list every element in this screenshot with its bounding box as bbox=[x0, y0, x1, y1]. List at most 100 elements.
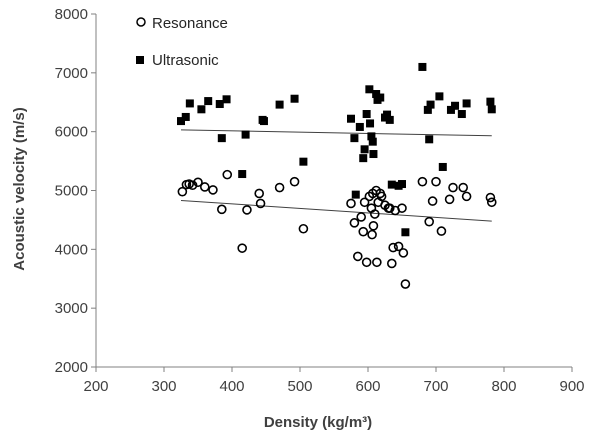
point-ultrasonic bbox=[385, 115, 394, 124]
point-ultrasonic bbox=[423, 105, 432, 114]
point-ultrasonic bbox=[238, 170, 247, 179]
point-ultrasonic bbox=[350, 134, 359, 143]
legend-label-ultrasonic: Ultrasonic bbox=[152, 52, 219, 69]
trendline-resonance bbox=[180, 200, 492, 222]
point-ultrasonic bbox=[486, 97, 495, 106]
point-resonance bbox=[358, 226, 369, 237]
point-ultrasonic bbox=[438, 162, 447, 171]
point-resonance bbox=[289, 176, 300, 187]
point-resonance bbox=[222, 169, 233, 180]
point-ultrasonic bbox=[185, 99, 194, 108]
x-axis-title: Density (kg/m³) bbox=[264, 414, 372, 431]
point-ultrasonic bbox=[367, 132, 376, 141]
point-ultrasonic bbox=[435, 92, 444, 101]
y-tick-label: 5000 bbox=[55, 183, 88, 200]
x-tick-label: 900 bbox=[559, 378, 584, 395]
point-resonance bbox=[431, 176, 441, 187]
x-tick-label: 700 bbox=[423, 378, 448, 395]
point-resonance bbox=[458, 182, 469, 193]
point-resonance bbox=[359, 197, 370, 208]
point-ultrasonic bbox=[365, 85, 374, 94]
point-ultrasonic bbox=[204, 97, 213, 106]
point-ultrasonic bbox=[181, 112, 190, 121]
x-tick-label: 400 bbox=[219, 378, 244, 395]
point-resonance bbox=[461, 191, 472, 202]
x-tick-label: 600 bbox=[355, 378, 380, 395]
x-tick-label: 200 bbox=[83, 378, 108, 395]
point-resonance bbox=[424, 216, 435, 227]
point-ultrasonic bbox=[369, 150, 378, 159]
point-resonance bbox=[367, 229, 377, 240]
point-resonance bbox=[177, 186, 188, 197]
point-resonance bbox=[376, 191, 387, 202]
point-ultrasonic bbox=[299, 157, 308, 166]
y-tick-label: 2000 bbox=[55, 359, 88, 376]
point-resonance bbox=[200, 182, 210, 192]
point-resonance bbox=[346, 198, 356, 209]
point-resonance bbox=[485, 192, 496, 203]
point-ultrasonic bbox=[347, 114, 355, 123]
point-resonance bbox=[208, 185, 218, 195]
point-resonance bbox=[242, 205, 252, 215]
point-ultrasonic bbox=[401, 228, 410, 237]
point-ultrasonic bbox=[451, 101, 460, 110]
point-resonance bbox=[361, 257, 372, 268]
point-ultrasonic bbox=[425, 135, 434, 144]
point-ultrasonic bbox=[368, 137, 377, 146]
plot-area bbox=[177, 62, 497, 289]
point-resonance bbox=[388, 242, 398, 253]
point-resonance bbox=[217, 204, 227, 215]
y-tick-label: 3000 bbox=[55, 300, 88, 317]
point-ultrasonic bbox=[487, 105, 496, 114]
point-ultrasonic bbox=[418, 62, 427, 71]
point-ultrasonic bbox=[215, 100, 224, 109]
point-ultrasonic bbox=[362, 110, 371, 119]
point-resonance bbox=[486, 197, 497, 208]
point-ultrasonic bbox=[426, 100, 435, 109]
y-tick-label: 7000 bbox=[55, 65, 88, 82]
point-resonance bbox=[448, 182, 458, 193]
legend: Resonance Ultrasonic bbox=[136, 15, 228, 69]
point-resonance bbox=[444, 194, 455, 205]
point-ultrasonic bbox=[366, 119, 375, 128]
x-tick-label: 500 bbox=[287, 378, 312, 395]
point-resonance bbox=[352, 251, 363, 262]
point-resonance bbox=[400, 279, 411, 289]
point-resonance bbox=[393, 241, 404, 252]
point-ultrasonic bbox=[259, 117, 268, 126]
point-resonance bbox=[368, 221, 379, 231]
point-ultrasonic bbox=[275, 100, 284, 109]
point-resonance bbox=[384, 203, 395, 213]
point-ultrasonic bbox=[360, 145, 369, 154]
point-ultrasonic bbox=[387, 180, 396, 189]
point-ultrasonic bbox=[290, 94, 299, 103]
point-resonance bbox=[298, 223, 309, 234]
point-resonance bbox=[349, 218, 360, 228]
point-resonance bbox=[237, 243, 247, 253]
point-ultrasonic bbox=[383, 110, 392, 119]
point-resonance bbox=[187, 180, 198, 191]
point-ultrasonic bbox=[217, 134, 226, 143]
point-resonance bbox=[427, 196, 438, 206]
x-tick-label: 800 bbox=[491, 378, 516, 395]
point-ultrasonic bbox=[457, 110, 466, 119]
point-ultrasonic bbox=[241, 130, 250, 139]
point-resonance bbox=[274, 182, 285, 193]
legend-label-resonance: Resonance bbox=[152, 15, 228, 32]
legend-marker-ultrasonic bbox=[136, 56, 144, 64]
point-resonance bbox=[386, 258, 397, 269]
axes: 2000 3000 4000 5000 6000 7000 8000 200 300 400 500… bbox=[55, 6, 585, 395]
point-resonance bbox=[369, 209, 380, 219]
point-ultrasonic bbox=[462, 99, 471, 108]
point-ultrasonic bbox=[355, 122, 364, 131]
point-ultrasonic bbox=[398, 180, 406, 189]
y-tick-label: 6000 bbox=[55, 124, 88, 141]
trendline-ultrasonic bbox=[180, 129, 492, 137]
y-tick-label: 4000 bbox=[55, 241, 88, 258]
y-axis-title: Acoustic velocity (m/s) bbox=[11, 107, 28, 270]
point-ultrasonic bbox=[177, 117, 185, 126]
point-ultrasonic bbox=[359, 154, 368, 163]
legend-marker-resonance bbox=[136, 17, 146, 27]
point-resonance bbox=[193, 177, 203, 188]
